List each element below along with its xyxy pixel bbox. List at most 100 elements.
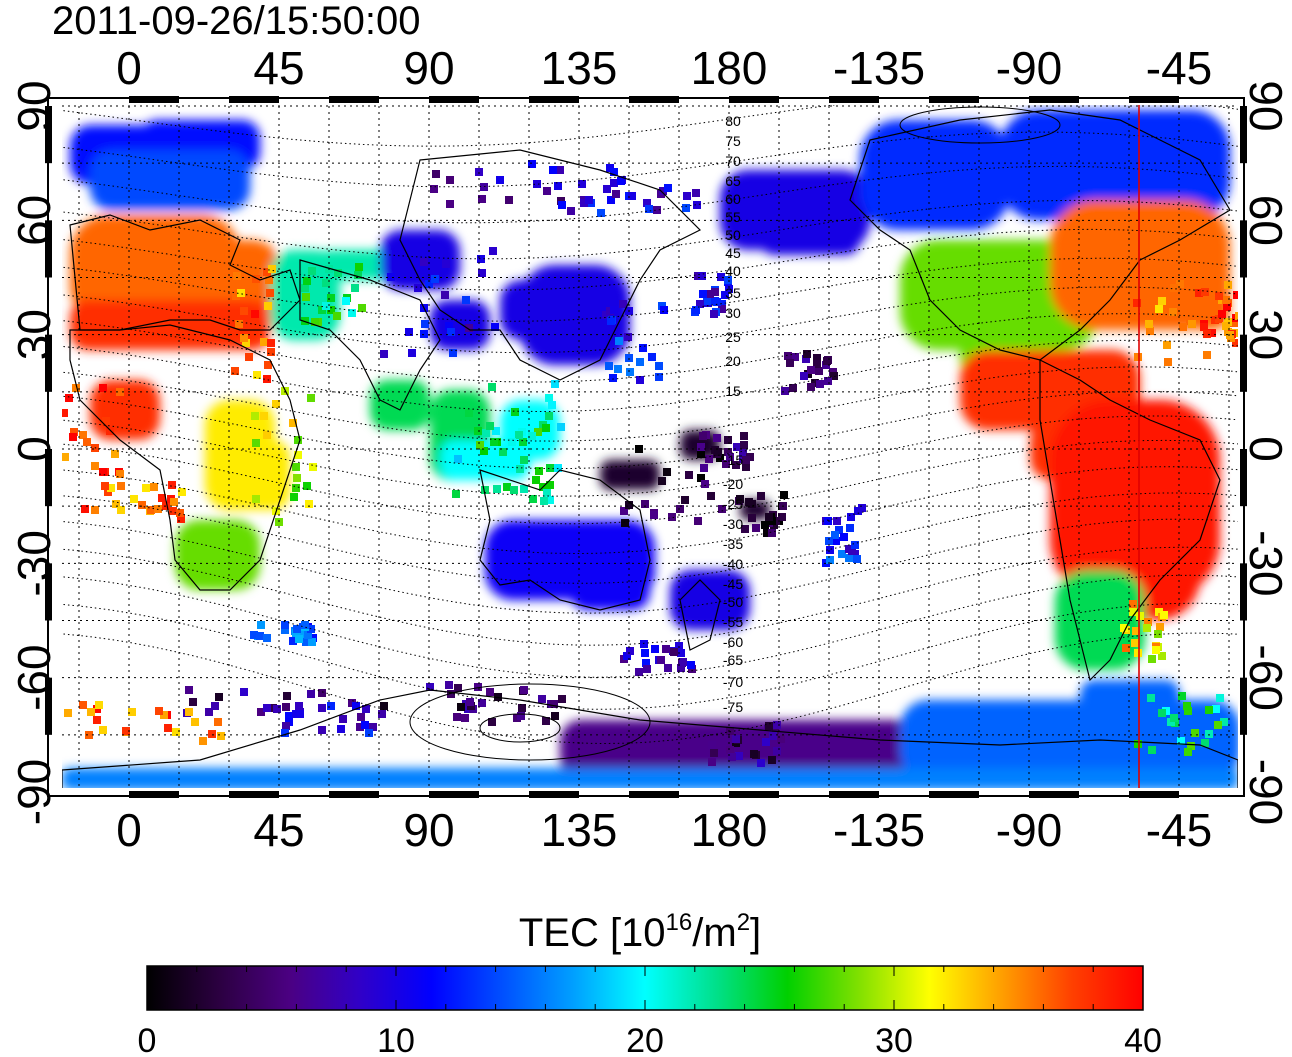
tec-pixel (294, 436, 302, 444)
tec-pixel (408, 349, 416, 357)
tec-pixel (1224, 281, 1232, 289)
contour-label: 80 (725, 113, 741, 129)
tec-pixel (457, 703, 465, 711)
tec-pixel (245, 353, 253, 361)
tec-pixel (1235, 312, 1238, 320)
tec-pixel (1170, 714, 1178, 722)
coastline-path (69, 324, 301, 591)
tec-pixel (813, 360, 821, 368)
tec-pixel (292, 484, 300, 492)
tec-pixel (365, 729, 373, 737)
tec-pixel (824, 517, 832, 525)
tec-pixel (768, 529, 776, 537)
tec-pixel (733, 443, 741, 451)
tec-pixel (545, 394, 553, 402)
tec-pixel (626, 647, 634, 655)
tec-pixel (718, 305, 726, 313)
tec-pixel (208, 730, 216, 738)
tec-pixel (168, 481, 176, 489)
tec-pixel (414, 284, 422, 292)
tec-pixel (528, 160, 536, 168)
tec-pixel (1120, 624, 1128, 632)
tec-pixel (240, 688, 248, 696)
tec-pixel (1230, 319, 1238, 327)
tec-pixel (773, 747, 781, 755)
tec-pixel (558, 201, 566, 209)
tec-pixel (1146, 327, 1154, 335)
tec-pixel (1218, 310, 1226, 318)
tec-pixel (784, 352, 792, 360)
tec-pixel (62, 409, 68, 417)
x-tick-bottom-label: 180 (691, 804, 768, 856)
tec-pixel (430, 185, 438, 193)
tec-pixel (358, 304, 366, 312)
tec-pixel (474, 683, 482, 691)
tec-pixel (1214, 721, 1222, 729)
tec-pixel (614, 365, 622, 373)
tec-pixel (815, 367, 823, 375)
tec-pixel (643, 199, 651, 207)
y-axis-left-labels: 90 60 30 0 -30 -60 -90 (8, 80, 60, 825)
tec-pixel (214, 718, 222, 726)
tec-pixel (1129, 600, 1137, 608)
tec-pixel (333, 312, 341, 320)
tec-pixel (232, 292, 240, 300)
tec-pixel (1170, 284, 1178, 292)
tec-pixel (322, 302, 330, 310)
tec-pixel (215, 693, 223, 701)
tec-pixel (1158, 297, 1166, 305)
tec-pixel (266, 289, 274, 297)
tec-pixel (1183, 702, 1191, 710)
contour-label: -60 (723, 634, 743, 650)
tec-pixel (290, 493, 298, 501)
tec-pixel (640, 640, 648, 648)
frame-scale-bars (45, 96, 1247, 798)
tec-pixel (542, 424, 550, 432)
tec-pixel (1195, 289, 1203, 297)
y-axis-right-labels: 90 60 30 0 -30 -60 -90 (1240, 80, 1292, 825)
tec-pixel (713, 434, 721, 442)
tec-region-new-zealand (670, 570, 750, 630)
tec-pixel (461, 714, 469, 722)
tec-pixel (81, 505, 89, 513)
tec-pixel (257, 708, 265, 716)
contour-label: -35 (723, 536, 743, 552)
tec-pixel (648, 353, 656, 361)
y-tick-left-label: -60 (8, 644, 60, 710)
x-tick-top-label: 135 (541, 42, 618, 94)
tec-pixel (1144, 618, 1152, 626)
tec-pixel (706, 290, 714, 298)
tec-pixel (597, 209, 605, 217)
tec-pixel (177, 515, 185, 523)
tec-pixel (281, 626, 289, 634)
tec-pixel (293, 474, 301, 482)
tec-pixel (488, 383, 496, 391)
tec-pixel (773, 721, 781, 729)
tec-pixel (742, 463, 750, 471)
contour-label: -20 (723, 476, 743, 492)
tec-pixel (65, 394, 73, 402)
tec-pixel (643, 665, 651, 673)
tec-pixel (694, 517, 702, 525)
tec-pixel (692, 306, 700, 314)
contour-label: 65 (725, 173, 741, 189)
tec-pixel (1208, 329, 1216, 337)
tec-pixel (263, 634, 271, 642)
x-tick-top-label: -135 (833, 42, 925, 94)
x-tick-bottom-label: 0 (116, 804, 142, 856)
tec-pixel (605, 362, 613, 370)
tec-pixel (253, 371, 261, 379)
tec-pixel (697, 450, 705, 458)
tec-pixel (465, 409, 473, 417)
tec-pixel (342, 297, 350, 305)
tec-pixel (116, 388, 124, 396)
tec-pixel (823, 357, 831, 365)
tec-pixel (302, 638, 310, 646)
tec-pixel (748, 500, 756, 508)
tec-pixel (681, 496, 689, 504)
tec-pixel (699, 290, 707, 298)
y-tick-right-label: 0 (1240, 436, 1292, 462)
contour-label: -50 (723, 594, 743, 610)
tec-pixel (832, 537, 840, 545)
tec-pixel (99, 468, 107, 476)
